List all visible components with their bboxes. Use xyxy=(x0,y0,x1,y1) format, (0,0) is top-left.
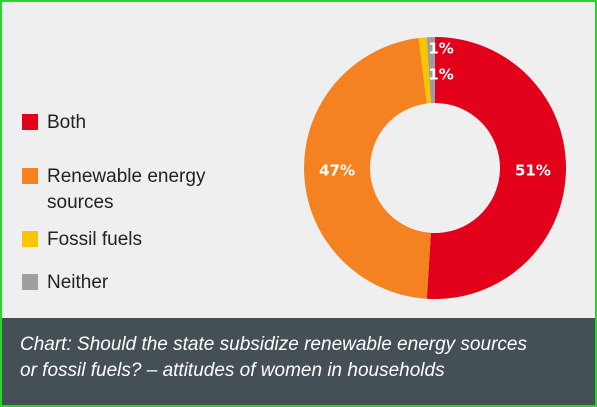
donut-slice-both xyxy=(426,37,566,299)
donut-label-both: 51% xyxy=(515,162,551,180)
legend-item-neither: Neither xyxy=(22,270,282,296)
donut-label-neither: 1% xyxy=(428,66,453,84)
legend-item-both: Both xyxy=(22,110,282,136)
caption-line-2: or fossil fuels? – attitudes of women in… xyxy=(20,360,445,381)
legend-label-line: Renewable energy xyxy=(47,166,206,187)
donut-label-fossil: 1% xyxy=(428,40,453,58)
legend-label-line: Both xyxy=(47,112,87,133)
caption-line-1: Chart: Should the state subsidize renewa… xyxy=(20,334,527,355)
legend-label-line: Neither xyxy=(47,272,109,293)
donut-chart: 51% 47% 1% 1% xyxy=(303,37,566,299)
donut-slice-neither xyxy=(426,37,435,104)
legend-swatch-fossil xyxy=(22,231,38,247)
legend-label-line: Fossil fuels xyxy=(47,229,143,250)
legend-swatch-renewable xyxy=(22,168,38,184)
legend-swatch-both xyxy=(22,114,38,130)
chart-caption: Chart: Should the state subsidize renewa… xyxy=(2,318,595,405)
legend-item-fossil: Fossil fuels xyxy=(22,227,282,253)
legend-label-renewable: Renewable energy sources xyxy=(47,164,205,216)
legend-label-fossil: Fossil fuels xyxy=(47,227,142,253)
legend-item-renewable: Renewable energy sources xyxy=(22,164,282,216)
legend-label-neither: Neither xyxy=(47,270,108,296)
legend-label-line: sources xyxy=(47,192,114,213)
donut-label-renewable: 47% xyxy=(319,162,355,180)
legend-label-both: Both xyxy=(47,110,86,136)
donut-slice-fossil xyxy=(418,37,431,104)
legend-swatch-neither xyxy=(22,274,38,290)
donut-slice-renewable xyxy=(303,38,431,299)
